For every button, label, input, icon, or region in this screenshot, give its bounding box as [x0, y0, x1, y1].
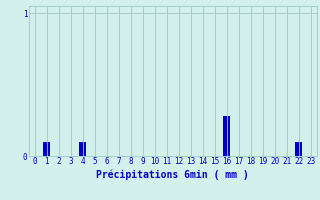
X-axis label: Précipitations 6min ( mm ): Précipitations 6min ( mm )	[96, 169, 249, 180]
Bar	[43, 142, 50, 156]
Bar	[223, 116, 230, 156]
Bar	[295, 142, 302, 156]
Bar	[79, 142, 86, 156]
